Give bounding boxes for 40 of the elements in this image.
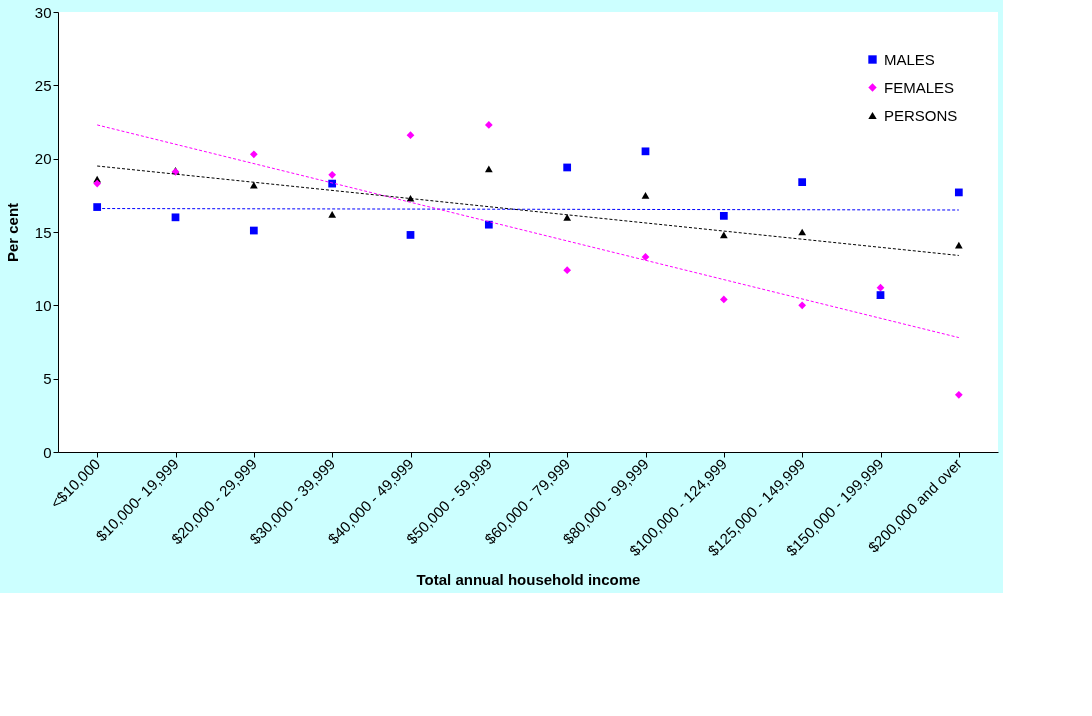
y-tick-label: 25 <box>34 76 52 94</box>
point <box>563 213 572 221</box>
point <box>954 390 963 399</box>
point <box>484 121 493 129</box>
point <box>93 203 102 211</box>
point <box>406 131 415 140</box>
point <box>406 194 415 202</box>
legend-label: FEMALES <box>884 78 955 96</box>
point <box>641 147 650 156</box>
point <box>484 220 493 229</box>
point <box>249 150 258 159</box>
point <box>641 253 650 261</box>
y-tick-label: 20 <box>34 150 52 168</box>
point <box>93 179 102 188</box>
y-tick-label: 15 <box>34 223 52 241</box>
y-tick-label: 5 <box>43 370 52 388</box>
point <box>484 165 493 173</box>
point <box>406 231 415 239</box>
point <box>641 191 650 199</box>
point <box>563 266 572 275</box>
point <box>171 213 180 222</box>
y-tick-label: 10 <box>34 296 52 314</box>
point <box>719 211 728 220</box>
y-tick-label: 30 <box>34 3 52 21</box>
point <box>798 178 807 187</box>
point <box>563 163 572 172</box>
x-axis-title: Total annual household income <box>416 571 641 589</box>
point <box>328 211 337 218</box>
y-axis-title: Per cent <box>3 202 21 263</box>
point <box>719 231 728 239</box>
point <box>719 295 728 304</box>
legend-label: MALES <box>884 50 935 68</box>
legend-label: PERSONS <box>884 106 958 124</box>
point <box>954 241 963 249</box>
point <box>798 301 807 310</box>
point <box>249 226 258 235</box>
point <box>328 170 337 179</box>
point <box>954 188 963 197</box>
y-tick-label: 0 <box>43 443 52 461</box>
point <box>876 283 885 292</box>
